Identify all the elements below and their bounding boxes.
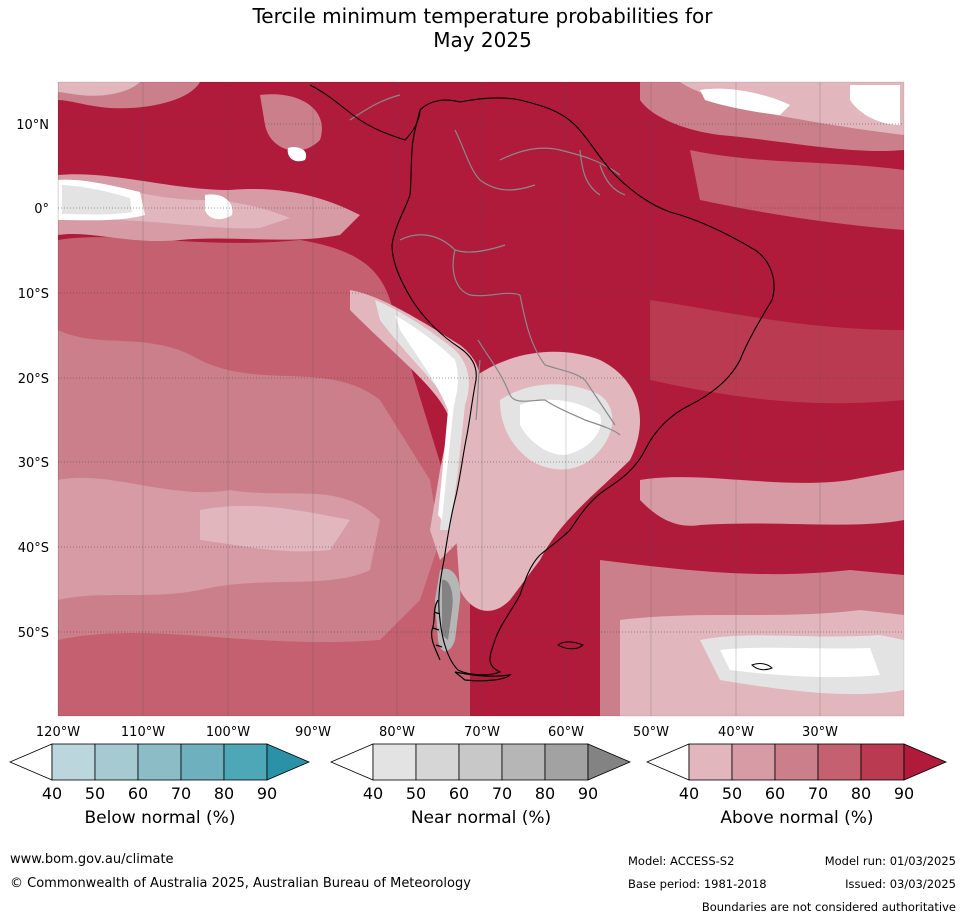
pacific-pale-band bbox=[200, 505, 350, 552]
lon-label: 110°W bbox=[121, 725, 165, 740]
colorbar-label-above: Above normal (%) bbox=[720, 808, 874, 828]
probability-map bbox=[58, 82, 904, 716]
colorbar-near-segment bbox=[415, 743, 460, 781]
mid-atlantic-moderate-2 bbox=[650, 300, 904, 404]
lat-label: 10°N bbox=[16, 118, 49, 133]
colorbar-near-tick-label: 70 bbox=[492, 784, 512, 803]
colorbar-near-tick-label: 40 bbox=[363, 784, 383, 803]
footer-model: Model: ACCESS-S2 bbox=[628, 854, 735, 868]
colorbar-below-segment bbox=[137, 743, 182, 781]
falkland-islands bbox=[557, 641, 584, 650]
north-atlantic-white-2 bbox=[850, 85, 900, 125]
footer-model-run: Model run: 01/03/2025 bbox=[824, 854, 956, 868]
north-pacific-light-2 bbox=[260, 94, 322, 151]
colorbar-below-min-arrow bbox=[8, 743, 53, 781]
colorbar-above-min-arrow bbox=[645, 743, 690, 781]
lon-label: 100°W bbox=[206, 725, 250, 740]
colorbar-legends: 40 50 60 70 80 90 40 50 60 70 80 90 40 50 60 70 80 90 bbox=[8, 743, 948, 803]
colorbar-below-tick-label: 60 bbox=[128, 784, 148, 803]
colorbar-above-segment bbox=[817, 743, 862, 781]
colorbar-near-tick-label: 80 bbox=[535, 784, 555, 803]
colorbar-above-segment bbox=[774, 743, 819, 781]
colorbar-near-tick-label: 50 bbox=[406, 784, 426, 803]
colorbar-below-segment bbox=[51, 743, 96, 781]
south-georgia bbox=[751, 663, 773, 671]
footer-copyright: © Commonwealth of Australia 2025, Austra… bbox=[10, 876, 471, 891]
latitude-labels: 10°N 0° 10°S 20°S 30°S 40°S 50°S bbox=[16, 118, 49, 641]
colorbar-label-below: Below normal (%) bbox=[84, 808, 236, 828]
colorbar-above-tick-label: 50 bbox=[722, 784, 742, 803]
colorbar-near-segment bbox=[458, 743, 503, 781]
map-frame bbox=[57, 81, 905, 717]
argentina-white-core bbox=[520, 399, 601, 455]
map-title-line-2: May 2025 bbox=[433, 28, 532, 52]
colorbar-near-tick-label: 90 bbox=[578, 784, 598, 803]
lon-label: 60°W bbox=[548, 725, 584, 740]
colorbar-above-tick-label: 80 bbox=[851, 784, 871, 803]
lon-label: 50°W bbox=[633, 725, 669, 740]
lat-label: 30°S bbox=[18, 456, 49, 471]
chilean-archipelago bbox=[431, 599, 443, 661]
map-title-line-1: Tercile minimum temperature probabilitie… bbox=[252, 4, 713, 28]
colorbar-above-tick-label: 60 bbox=[765, 784, 785, 803]
colorbar-above-segment bbox=[860, 743, 905, 781]
colorbar-near-segment bbox=[544, 743, 589, 781]
lon-label: 80°W bbox=[379, 725, 415, 740]
colorbar-label-near: Near normal (%) bbox=[410, 808, 552, 828]
colorbar-below-segment bbox=[180, 743, 225, 781]
colorbar-above-max-arrow bbox=[903, 743, 948, 781]
colorbar-below-tick-label: 90 bbox=[257, 784, 277, 803]
north-pacific-white-dot bbox=[287, 147, 307, 162]
colorbar-above-segment bbox=[731, 743, 776, 781]
mid-atlantic-moderate bbox=[690, 150, 904, 230]
colorbar-above-tick-label: 70 bbox=[808, 784, 828, 803]
colorbar-below-segment bbox=[223, 743, 268, 781]
colorbar-below-max-arrow bbox=[266, 743, 311, 781]
colorbar-near-max-arrow bbox=[587, 743, 632, 781]
footer-base-period: Base period: 1981-2018 bbox=[628, 877, 767, 891]
graticule bbox=[58, 82, 904, 716]
footer-website: www.bom.gov.au/climate bbox=[10, 852, 174, 867]
colorbar-above-tick-label: 90 bbox=[894, 784, 914, 803]
colorbar-below-tick-label: 70 bbox=[171, 784, 191, 803]
coastline-south-america bbox=[391, 97, 775, 676]
lon-label: 90°W bbox=[295, 725, 331, 740]
lon-label: 40°W bbox=[718, 725, 754, 740]
colorbar-above-segment bbox=[688, 743, 733, 781]
country-borders bbox=[349, 94, 626, 436]
map-title: Tercile minimum temperature probabilitie… bbox=[0, 4, 965, 52]
colorbar-below-tick-label: 40 bbox=[42, 784, 62, 803]
lon-label: 30°W bbox=[802, 725, 838, 740]
longitude-labels: 120°W 110°W 100°W 90°W 80°W 70°W 60°W 50… bbox=[36, 725, 838, 740]
north-pacific-pale bbox=[58, 82, 140, 96]
lat-label: 20°S bbox=[18, 372, 49, 387]
colorbar-above-tick-label: 40 bbox=[679, 784, 699, 803]
coastline-central-america bbox=[309, 84, 421, 141]
footer-disclaimer: Boundaries are not considered authoritat… bbox=[701, 900, 956, 914]
tierra-del-fuego bbox=[454, 671, 512, 682]
south-atlantic-pale-band bbox=[640, 470, 904, 526]
lat-label: 40°S bbox=[18, 541, 49, 556]
footer-issued: Issued: 03/03/2025 bbox=[845, 877, 956, 891]
colorbar-near-segment bbox=[372, 743, 417, 781]
colorbar-below-segment bbox=[94, 743, 139, 781]
colorbar-near-min-arrow bbox=[329, 743, 374, 781]
equatorial-grey-patch bbox=[62, 185, 132, 215]
colorbar-near-segment bbox=[501, 743, 546, 781]
lon-label: 70°W bbox=[464, 725, 500, 740]
south-pacific-moderate bbox=[58, 632, 430, 716]
lat-label: 0° bbox=[34, 202, 49, 217]
lat-label: 10°S bbox=[18, 287, 49, 302]
lon-label: 120°W bbox=[36, 725, 80, 740]
north-atlantic-white bbox=[700, 88, 790, 115]
colorbar-below-tick-label: 50 bbox=[85, 784, 105, 803]
patagonia-dark-grey bbox=[442, 579, 453, 640]
andes-white-strip bbox=[395, 315, 458, 520]
equatorial-white-patch-2 bbox=[205, 194, 233, 220]
lat-label: 50°S bbox=[18, 626, 49, 641]
colorbar-near-tick-label: 60 bbox=[449, 784, 469, 803]
colorbar-below-tick-label: 80 bbox=[214, 784, 234, 803]
